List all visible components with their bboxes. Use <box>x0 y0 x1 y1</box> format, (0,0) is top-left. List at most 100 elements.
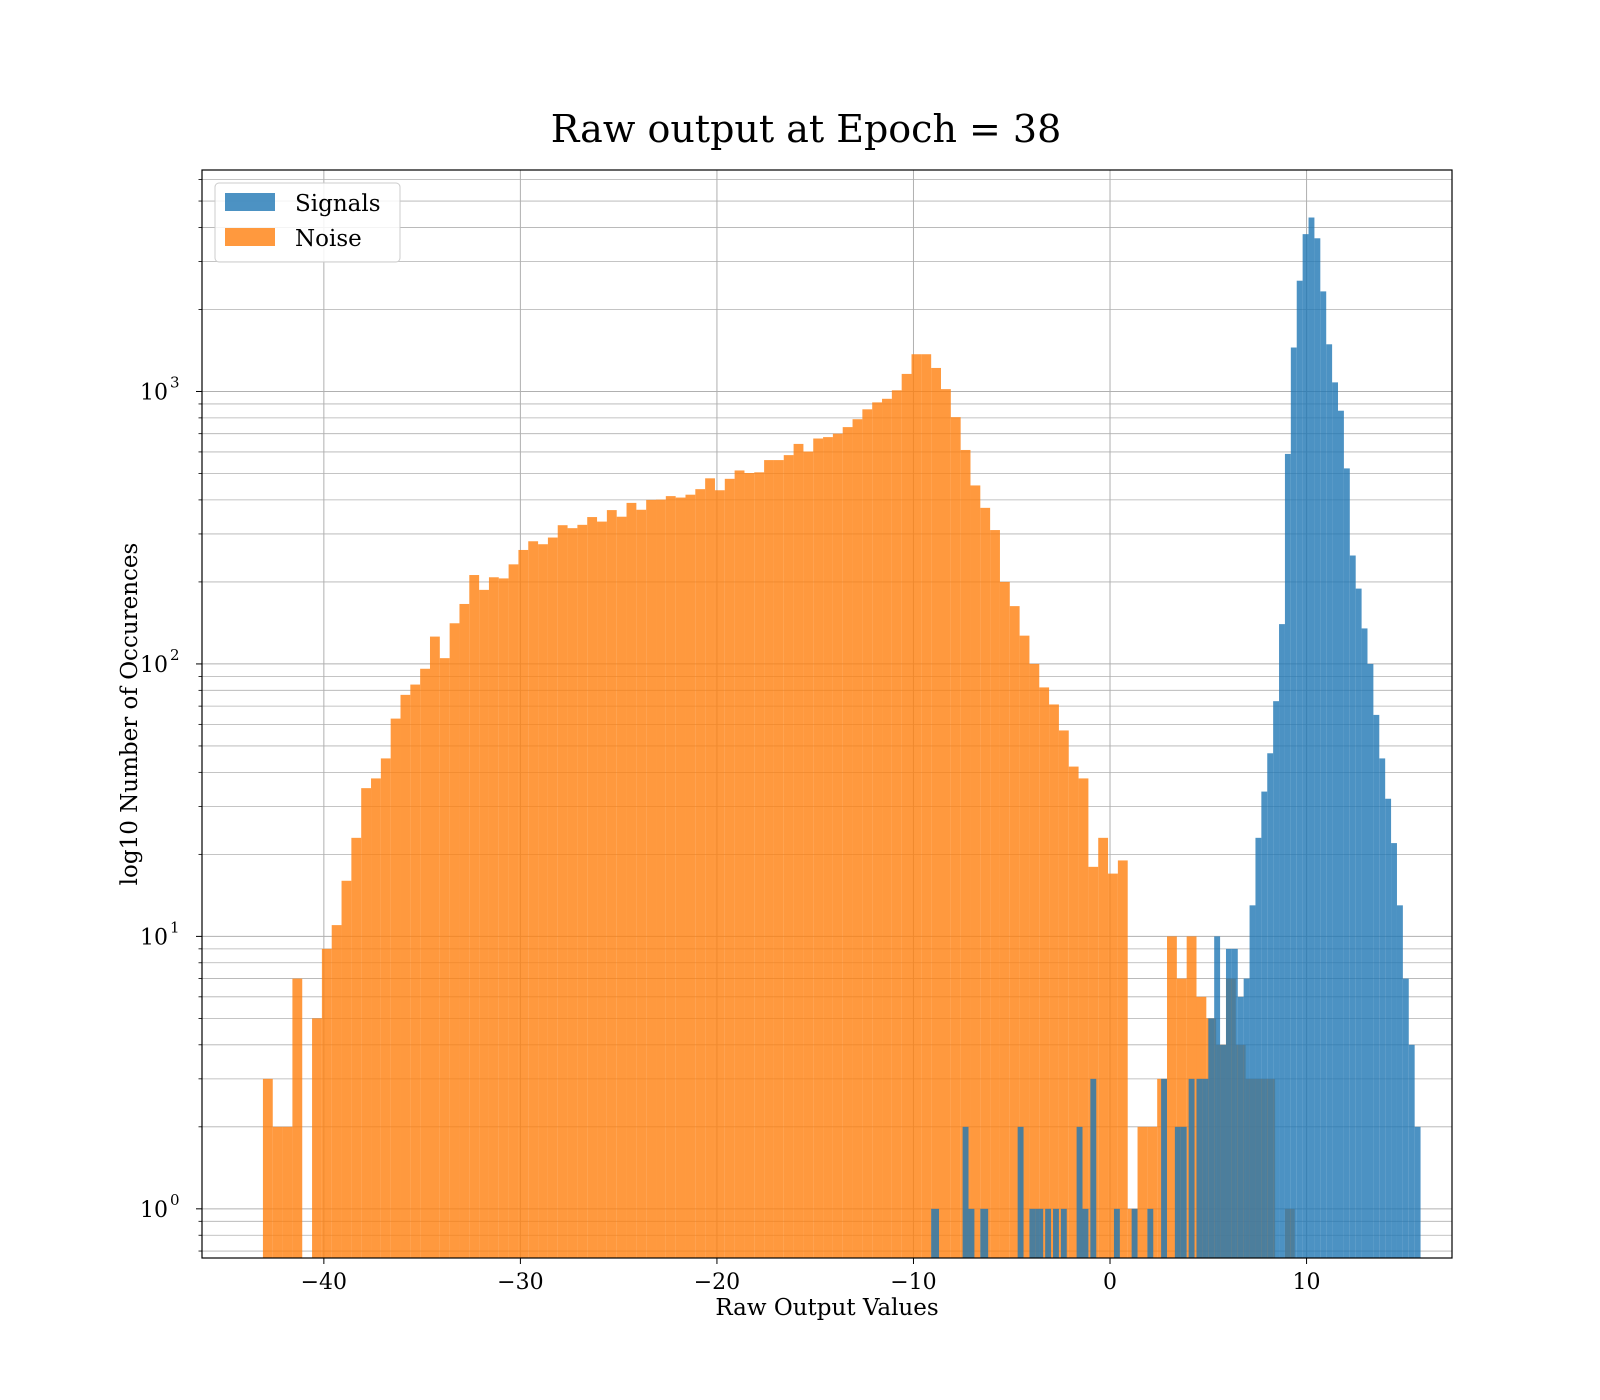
histogram-bar-signals <box>1367 663 1374 1258</box>
histogram-bar-signals <box>1243 978 1250 1258</box>
histogram-bar-noise <box>429 636 440 1258</box>
histogram-bar-noise <box>665 496 676 1258</box>
histogram-bar-noise <box>597 521 607 1258</box>
histogram-bar-noise <box>547 537 558 1258</box>
histogram-bar-noise <box>714 490 725 1258</box>
histogram-bar-signals <box>1208 1018 1215 1258</box>
histogram-bar-signals <box>1267 753 1274 1258</box>
histogram-bar-noise <box>479 589 489 1258</box>
histogram-bar-noise <box>931 367 941 1258</box>
histogram-bar-signals <box>1290 347 1297 1258</box>
histogram-bar-signals <box>1308 217 1315 1259</box>
histogram-bar-signals <box>931 1208 940 1258</box>
histogram-bar-noise <box>577 524 588 1258</box>
histogram-bar-noise <box>292 978 303 1258</box>
histogram-bar-noise <box>724 478 735 1258</box>
histogram-bar-noise <box>341 880 352 1258</box>
histogram-bar-noise <box>439 658 450 1258</box>
histogram-bar-signals <box>1343 468 1350 1258</box>
histogram-bar-noise <box>1088 866 1099 1258</box>
histogram-bar-signals <box>1053 1208 1059 1258</box>
histogram-bar-noise <box>990 530 1000 1258</box>
legend-label-noise: Noise <box>295 226 362 252</box>
plot-frame <box>201 169 1453 1259</box>
x-tick-label: −40 <box>301 1270 347 1295</box>
histogram-bar-noise <box>508 564 519 1258</box>
histogram-bar-noise <box>940 389 951 1258</box>
histogram-bar-signals <box>1326 344 1333 1258</box>
y-tick-label: 10 <box>140 1198 168 1223</box>
histogram-bar-noise <box>498 578 509 1258</box>
x-tick-label: −20 <box>694 1270 740 1295</box>
histogram-bar-noise <box>970 485 981 1259</box>
histogram-bar-noise <box>754 472 765 1258</box>
histogram-bar-noise <box>272 1126 283 1258</box>
histogram-bar-signals <box>1385 798 1392 1258</box>
histogram-bar-noise <box>420 668 430 1258</box>
histogram-bar-noise <box>773 460 784 1258</box>
histogram-bar-signals <box>1332 382 1339 1259</box>
histogram-bar-signals <box>1255 837 1262 1258</box>
histogram-bar-noise <box>999 581 1010 1258</box>
histogram-bar-signals <box>1161 1078 1168 1258</box>
histogram-bar-signals <box>1314 238 1321 1258</box>
histogram-bar-signals <box>1237 996 1244 1258</box>
histogram-bar-noise <box>1098 837 1109 1258</box>
histogram-bar-noise <box>390 718 401 1258</box>
histogram-bar-noise <box>449 623 460 1258</box>
histogram-bar-signals <box>1355 588 1362 1258</box>
histogram-bar-noise <box>950 417 961 1258</box>
histogram-bar-signals <box>1045 1208 1052 1258</box>
histogram-bar-noise <box>695 489 706 1258</box>
histogram-bar-noise <box>872 402 883 1258</box>
histogram-bar-noise <box>1039 687 1050 1258</box>
legend-swatch-signals <box>225 193 275 211</box>
histogram-bar-noise <box>1019 635 1030 1258</box>
histogram-bar-noise <box>1049 704 1059 1258</box>
histogram-bar-signals <box>1284 453 1291 1258</box>
histogram-bar-signals <box>1320 291 1327 1259</box>
histogram-bar-noise <box>911 354 922 1258</box>
histogram-bar-signals <box>1302 234 1309 1258</box>
histogram-bar-noise <box>371 778 381 1258</box>
histogram-bar-signals <box>1017 1126 1024 1258</box>
histogram-bar-signals <box>1231 948 1238 1258</box>
histogram-bar-noise <box>823 437 833 1258</box>
histogram-bar-signals <box>1147 1208 1154 1258</box>
histogram-bar-noise <box>351 837 362 1258</box>
histogram-bar-signals <box>1396 905 1403 1258</box>
histogram-bar-noise <box>921 354 932 1258</box>
histogram-bar-noise <box>469 575 480 1258</box>
bars-layer <box>262 217 1421 1259</box>
histogram-bar-noise <box>1117 860 1128 1258</box>
histogram-bar-noise <box>488 577 499 1258</box>
histogram-bar-signals <box>1414 1126 1421 1258</box>
histogram-bar-noise <box>705 478 715 1258</box>
y-tick-label: 10 <box>140 653 168 678</box>
histogram-bar-signals <box>1060 1208 1067 1258</box>
histogram-bar-noise <box>901 373 912 1259</box>
histogram-bar-signals <box>1273 701 1280 1258</box>
histogram-bar-noise <box>282 1126 293 1258</box>
histogram-bar-signals <box>1379 758 1386 1258</box>
histogram-bar-noise <box>616 516 627 1258</box>
histogram-bar-noise <box>1009 606 1020 1258</box>
histogram-bar-noise <box>891 390 902 1258</box>
legend: Signals Noise <box>214 182 401 263</box>
histogram-bar-noise <box>528 541 539 1258</box>
histogram-bar-noise <box>685 494 696 1259</box>
histogram-bar-noise <box>1147 1126 1158 1258</box>
chart-title: Raw output at Epoch = 38 <box>551 107 1062 151</box>
histogram-bar-noise <box>862 409 873 1258</box>
histogram-bar-noise <box>361 788 372 1258</box>
histogram-bar-noise <box>538 544 548 1258</box>
histogram-bar-noise <box>1137 1126 1148 1258</box>
histogram-bar-noise <box>783 455 794 1259</box>
histogram-bar-signals <box>980 1208 989 1258</box>
histogram-bar-signals <box>1090 1078 1097 1258</box>
histogram-bar-noise <box>567 528 578 1258</box>
histogram-bar-noise <box>744 473 755 1258</box>
y-tick-exponent: 0 <box>170 1191 180 1209</box>
